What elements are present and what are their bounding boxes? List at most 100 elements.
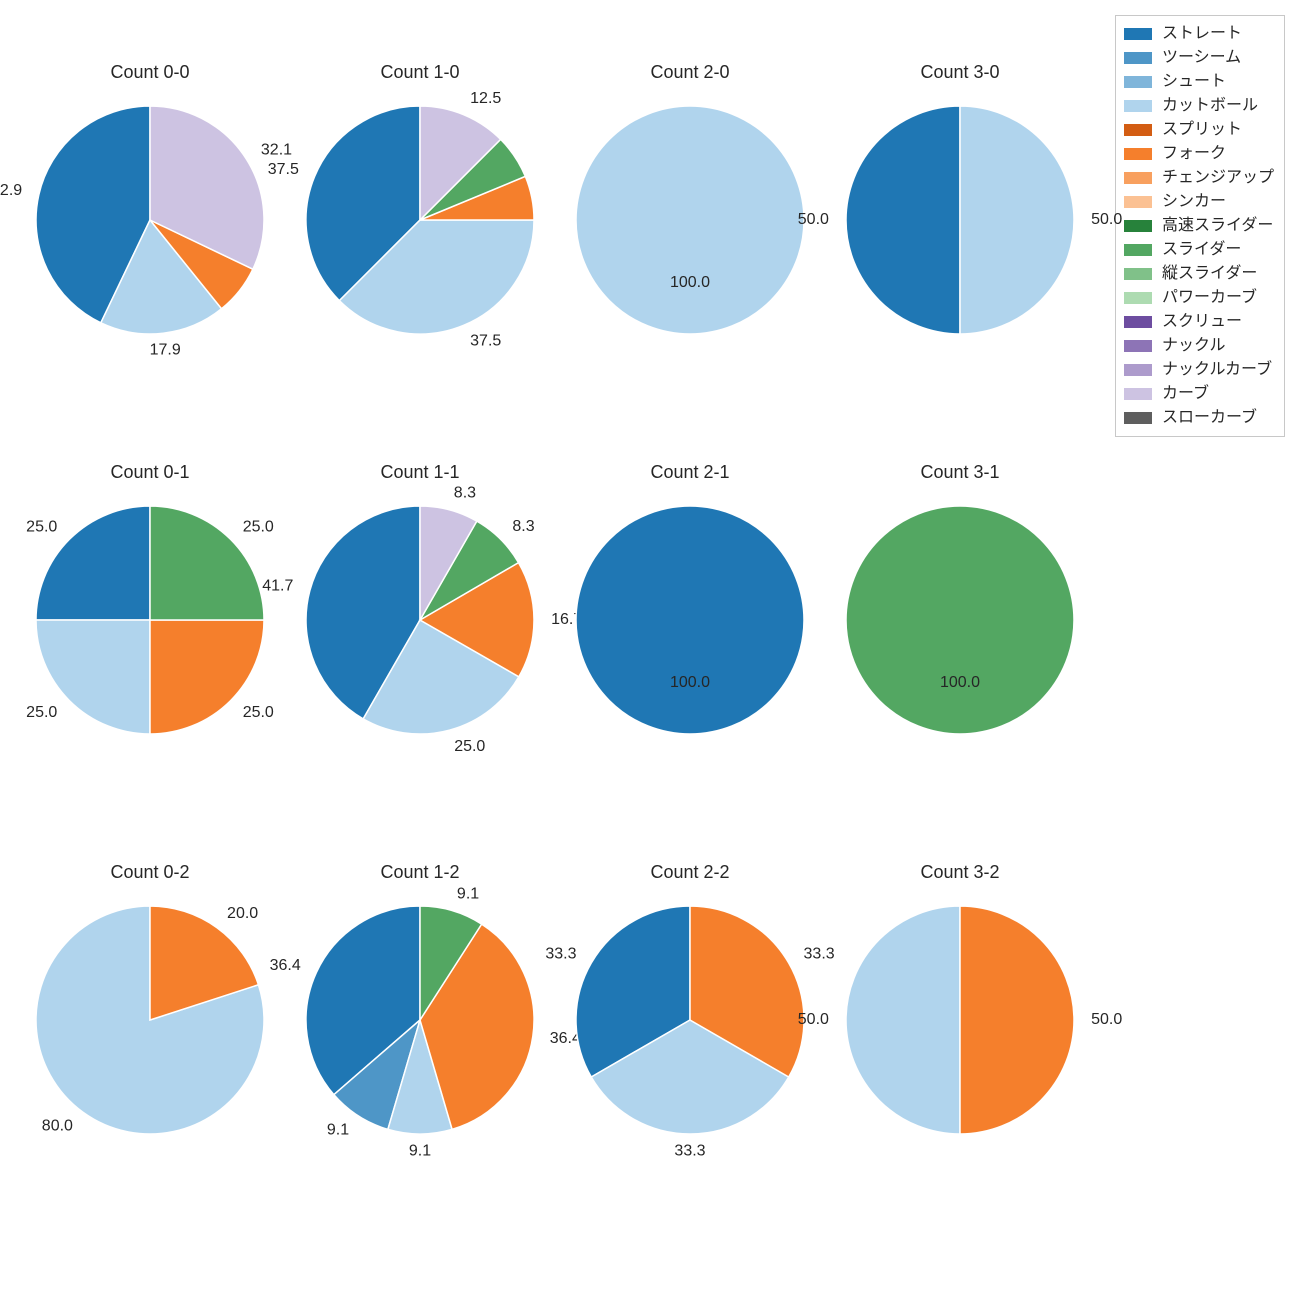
legend-swatch [1124,292,1152,304]
slice-label: 50.0 [798,211,829,228]
slice-label: 8.3 [454,485,476,502]
legend-item: スクリュー [1124,310,1274,334]
chart-title: Count 0-1 [20,462,280,483]
pie-chart: 100.0 [570,500,810,740]
chart-panel: Count 2-1100.0 [560,450,820,770]
legend-label: シュート [1162,70,1226,94]
chart-title: Count 3-2 [830,862,1090,883]
pie-chart: 41.725.016.78.38.3 [300,500,540,740]
legend-label: カーブ [1162,382,1209,406]
chart-panel: Count 0-1 25.025.025.025.0 [20,450,280,770]
chart-title: Count 1-2 [290,862,550,883]
legend-item: ストレート [1124,22,1274,46]
slice-label: 50.0 [1091,211,1122,228]
pie-chart: 37.537.512.5 [300,100,540,340]
slice-label: 37.5 [470,332,501,349]
slice-label: 25.0 [26,519,57,536]
legend-item: フォーク [1124,142,1274,166]
legend-swatch [1124,124,1152,136]
legend-label: 高速スライダー [1162,214,1273,238]
chart-panel: Count 2-233.333.333.3 [560,850,820,1170]
chart-title: Count 0-2 [20,862,280,883]
pie-chart: 80.0 20.0 [30,900,270,1140]
legend-label: ストレート [1162,22,1242,46]
legend-item: チェンジアップ [1124,166,1274,190]
pie-slice [960,906,1074,1134]
legend-label: パワーカーブ [1162,286,1257,310]
chart-panel: Count 1-0 37.537.512.5 [290,50,550,370]
chart-panel: Count 1-2 36.49.19.136.49.1 [290,850,550,1170]
legend-item: スライダー [1124,238,1274,262]
legend-label: スライダー [1162,238,1241,262]
legend-label: ナックルカーブ [1162,358,1272,382]
legend-label: フォーク [1162,142,1226,166]
slice-label: 17.9 [150,341,181,358]
chart-panel: Count 3-1 100.0 [830,450,1090,770]
pie-chart: 25.025.025.025.0 [30,500,270,740]
pie-slice [576,106,804,334]
legend-label: ツーシーム [1162,46,1241,70]
chart-title: Count 3-1 [830,462,1090,483]
slice-label: 9.1 [457,885,479,902]
pie-slice [846,906,960,1134]
chart-panel: Count 0-2 80.0 20.0 [20,850,280,1170]
slice-label: 36.4 [270,957,301,974]
legend-item: 高速スライダー [1124,214,1274,238]
slice-label: 50.0 [798,1011,829,1028]
legend-label: 縦スライダー [1162,262,1257,286]
chart-panel: Count 2-0 100.0 [560,50,820,370]
legend-swatch [1124,52,1152,64]
pie-chart: 50.050.0 [840,900,1080,1140]
legend-swatch [1124,388,1152,400]
legend-swatch [1124,100,1152,112]
slice-label: 100.0 [670,274,710,291]
chart-title: Count 3-0 [830,62,1090,83]
slice-label: 80.0 [42,1117,73,1134]
slice-label: 100.0 [670,674,710,691]
legend-item: パワーカーブ [1124,286,1274,310]
slice-label: 100.0 [940,674,980,691]
chart-panel: Count 3-0 50.050.0 [830,50,1090,370]
slice-label: 8.3 [512,518,534,535]
pie-chart: 36.49.19.136.49.1 [300,900,540,1140]
legend: ストレートツーシームシュートカットボールスプリットフォークチェンジアップシンカー… [1115,15,1285,437]
legend-label: スクリュー [1162,310,1242,334]
chart-title: Count 0-0 [20,62,280,83]
legend-swatch [1124,196,1152,208]
legend-swatch [1124,220,1152,232]
legend-item: シンカー [1124,190,1274,214]
chart-panel: Count 0-042.917.932.1 [20,50,280,370]
legend-label: スローカーブ [1162,406,1257,430]
legend-item: シュート [1124,70,1274,94]
slice-label: 37.5 [268,161,299,178]
legend-item: スローカーブ [1124,406,1274,430]
legend-label: チェンジアップ [1162,166,1274,190]
legend-swatch [1124,244,1152,256]
legend-swatch [1124,316,1152,328]
slice-label: 25.0 [454,738,485,755]
chart-title: Count 2-0 [560,62,820,83]
slice-label: 32.1 [261,141,292,158]
chart-panel: Count 1-1 41.725.016.78.38.3 [290,450,550,770]
chart-panel: Count 3-2 50.050.0 [830,850,1090,1170]
legend-label: シンカー [1162,190,1226,214]
slice-label: 50.0 [1091,1011,1122,1028]
legend-label: カットボール [1162,94,1258,118]
legend-swatch [1124,268,1152,280]
legend-swatch [1124,172,1152,184]
legend-swatch [1124,412,1152,424]
chart-title: Count 1-0 [290,62,550,83]
pie-chart: 33.333.333.3 [570,900,810,1140]
pie-slice [846,506,1074,734]
legend-swatch [1124,340,1152,352]
legend-swatch [1124,76,1152,88]
slice-label: 9.1 [409,1142,431,1159]
slice-label: 41.7 [262,577,293,594]
chart-title: Count 1-1 [290,462,550,483]
slice-label: 20.0 [227,905,258,922]
legend-label: ナックル [1162,334,1226,358]
pie-chart: 100.0 [570,100,810,340]
legend-swatch [1124,148,1152,160]
pie-chart: 50.050.0 [840,100,1080,340]
slice-label: 25.0 [243,519,274,536]
